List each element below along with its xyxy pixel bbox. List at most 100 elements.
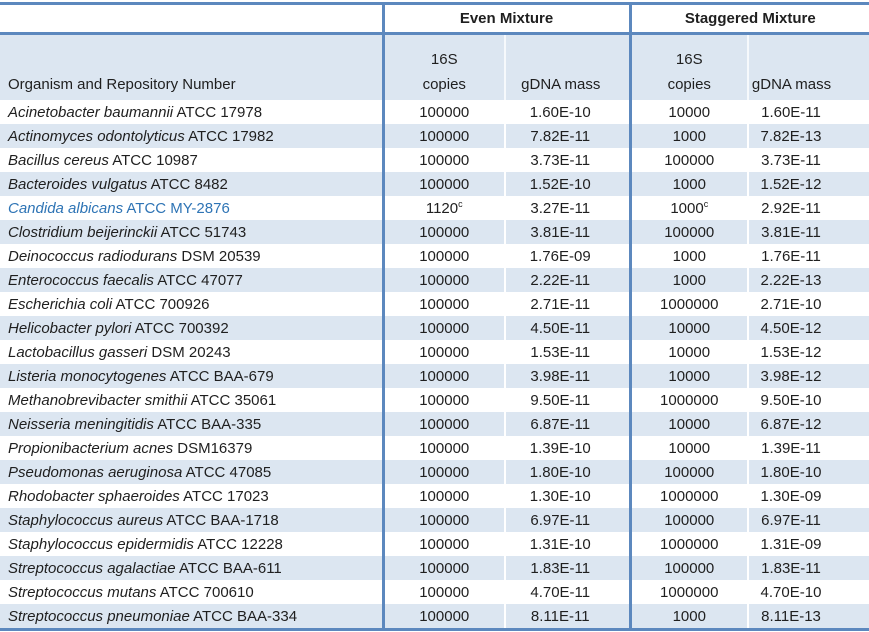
- staggered-16s-copies-cell: 10000: [628, 364, 748, 388]
- even-gdna-mass-cell: 1.60E-10: [504, 100, 630, 124]
- organism-cell: Clostridium beijerinckii ATCC 51743: [8, 223, 247, 241]
- table-row: Rhodobacter sphaeroides ATCC 17023 100000…: [0, 484, 869, 508]
- organism-cell: Streptococcus pneumoniae ATCC BAA-334: [8, 607, 298, 625]
- even-16s-copies-cell: 100000: [381, 268, 505, 292]
- table-row: Streptococcus agalactiae ATCC BAA-611 100…: [0, 556, 869, 580]
- species-name: Streptococcus mutans: [8, 583, 157, 601]
- table-body: Acinetobacter baumannii ATCC 17978 100000…: [0, 100, 869, 630]
- species-name: Clostridium beijerinckii: [8, 223, 158, 241]
- table-row: Streptococcus pneumoniae ATCC BAA-334 100…: [0, 604, 869, 630]
- staggered-gdna-mass-cell: 6.97E-11: [747, 508, 869, 532]
- even-16s-copies-cell: 100000: [381, 124, 505, 148]
- species-name: Staphylococcus aureus: [8, 511, 164, 529]
- staggered-gdna-mass-cell: 1.60E-11: [747, 100, 869, 124]
- staggered-gdna-mass-cell: 7.82E-13: [747, 124, 869, 148]
- staggered-gdna-mass-cell: 3.73E-11: [747, 148, 869, 172]
- staggered-gdna-mass-cell: 2.71E-10: [747, 292, 869, 316]
- staggered-gdna-mass-cell: 2.92E-11: [747, 196, 869, 220]
- staggered-16s-copies-cell: 1000000: [628, 532, 748, 556]
- organism-cell: Streptococcus mutans ATCC 700610: [8, 583, 254, 601]
- staggered-gdna-mass-cell: 1.83E-11: [747, 556, 869, 580]
- organism-cell: Pseudomonas aeruginosa ATCC 47085: [8, 463, 272, 481]
- even-gdna-mass-cell: 1.76E-09: [504, 244, 630, 268]
- even-gdna-mass-cell: 2.71E-11: [504, 292, 630, 316]
- even-16s-copies-cell: 1120c: [381, 196, 505, 220]
- organism-column-header: Organism and Repository Number: [0, 33, 383, 100]
- even-gdna-mass-cell: 1.30E-10: [504, 484, 630, 508]
- table-row: Staphylococcus epidermidis ATCC 12228 100…: [0, 532, 869, 556]
- table-row: Candida albicans ATCC MY-2876 1120c 3.27E-…: [0, 196, 869, 220]
- staggered-16s-copies-cell: 100000: [628, 508, 748, 532]
- staggered-16s-copies-cell: 1000: [628, 172, 748, 196]
- organism-cell: Bacteroides vulgatus ATCC 8482: [8, 175, 228, 193]
- organism-cell: Actinomyces odontolyticus ATCC 17982: [8, 127, 274, 145]
- even-gdna-mass-cell: 1.53E-11: [504, 340, 630, 364]
- staggered-gdna-mass-cell: 1.52E-12: [747, 172, 869, 196]
- even-16s-copies-cell: 100000: [381, 172, 505, 196]
- table-row: Enterococcus faecalis ATCC 47077 100000 2.…: [0, 268, 869, 292]
- species-name: Deinococcus radiodurans: [8, 247, 178, 265]
- organism-cell: Rhodobacter sphaeroides ATCC 17023: [8, 487, 269, 505]
- staggered-gdna-mass-cell: 1.53E-12: [747, 340, 869, 364]
- even-16s-copies-cell: 100000: [381, 388, 505, 412]
- species-name: Lactobacillus gasseri: [8, 343, 148, 361]
- even-16s-label: 16S: [430, 51, 458, 68]
- even-16s-copies-cell: 100000: [381, 556, 505, 580]
- staggered-mixture-header: Staggered Mixture: [628, 3, 869, 35]
- staggered-gdna-mass-cell: 1.39E-11: [747, 436, 869, 460]
- even-gdna-mass-cell: 1.31E-10: [504, 532, 630, 556]
- even-gdna-mass-cell: 1.80E-10: [504, 460, 630, 484]
- organism-cell: Helicobacter pylori ATCC 700392: [8, 319, 229, 337]
- organism-cell: Candida albicans ATCC MY-2876: [8, 199, 230, 217]
- species-name: Candida albicans: [8, 199, 124, 217]
- staggered-gdna-mass-cell: 2.22E-13: [747, 268, 869, 292]
- organism-cell: Streptococcus agalactiae ATCC BAA-611: [8, 559, 282, 577]
- organism-cell: Staphylococcus aureus ATCC BAA-1718: [8, 511, 279, 529]
- species-name: Helicobacter pylori: [8, 319, 132, 337]
- organism-cell: Staphylococcus epidermidis ATCC 12228: [8, 535, 283, 553]
- species-name: Neisseria meningitidis: [8, 415, 154, 433]
- staggered-16s-copies-cell: 10000: [628, 340, 748, 364]
- even-16s-copies-cell: 100000: [381, 220, 505, 244]
- table-row: Clostridium beijerinckii ATCC 51743 10000…: [0, 220, 869, 244]
- staggered-copies-label: copies: [667, 76, 711, 93]
- even-16s-copies-cell: 100000: [381, 436, 505, 460]
- table-row: Lactobacillus gasseri DSM 20243 100000 1.5…: [0, 340, 869, 364]
- organism-cell: Deinococcus radiodurans DSM 20539: [8, 247, 261, 265]
- even-gdna-mass-cell: 2.22E-11: [504, 268, 630, 292]
- even-gdna-mass-cell: 1.83E-11: [504, 556, 630, 580]
- even-16s-copies-cell: 100000: [381, 580, 505, 604]
- staggered-16s-copies-cell: 100000: [628, 220, 748, 244]
- staggered-16s-copies-cell: 1000: [628, 604, 748, 630]
- even-gdna-mass-cell: 3.73E-11: [504, 148, 630, 172]
- species-name: Pseudomonas aeruginosa: [8, 463, 183, 481]
- species-name: Staphylococcus epidermidis: [8, 535, 194, 553]
- species-name: Listeria monocytogenes: [8, 367, 167, 385]
- staggered-16s-copies-cell: 1000000: [628, 484, 748, 508]
- even-16s-copies-header: 16S copies: [381, 33, 505, 100]
- staggered-16s-copies-cell: 1000: [628, 244, 748, 268]
- even-gdna-mass-header: gDNA mass: [504, 33, 630, 100]
- species-name: Enterococcus faecalis: [8, 271, 154, 289]
- organism-cell: Propionibacterium acnes DSM16379: [8, 439, 253, 457]
- even-gdna-mass-cell: 8.11E-11: [504, 604, 630, 630]
- staggered-gdna-mass-cell: 4.50E-12: [747, 316, 869, 340]
- organism-cell: Listeria monocytogenes ATCC BAA-679: [8, 367, 274, 385]
- table-row: Pseudomonas aeruginosa ATCC 47085 100000 1…: [0, 460, 869, 484]
- staggered-16s-copies-cell: 1000000: [628, 580, 748, 604]
- even-gdna-mass-cell: 1.52E-10: [504, 172, 630, 196]
- staggered-gdna-mass-cell: 4.70E-10: [747, 580, 869, 604]
- staggered-gdna-mass-cell: 1.80E-10: [747, 460, 869, 484]
- staggered-gdna-mass-cell: 1.76E-11: [747, 244, 869, 268]
- table-row: Actinomyces odontolyticus ATCC 17982 1000…: [0, 124, 869, 148]
- organism-cell: Enterococcus faecalis ATCC 47077: [8, 271, 243, 289]
- staggered-gdna-mass-cell: 1.30E-09: [747, 484, 869, 508]
- species-name: Actinomyces odontolyticus: [8, 127, 185, 145]
- table-row: Bacillus cereus ATCC 10987 100000 3.73E-11…: [0, 148, 869, 172]
- even-16s-copies-cell: 100000: [381, 412, 505, 436]
- staggered-16s-copies-header: 16S copies: [628, 33, 748, 100]
- staggered-16s-copies-cell: 100000: [628, 556, 748, 580]
- table-row: Deinococcus radiodurans DSM 20539 100000 1…: [0, 244, 869, 268]
